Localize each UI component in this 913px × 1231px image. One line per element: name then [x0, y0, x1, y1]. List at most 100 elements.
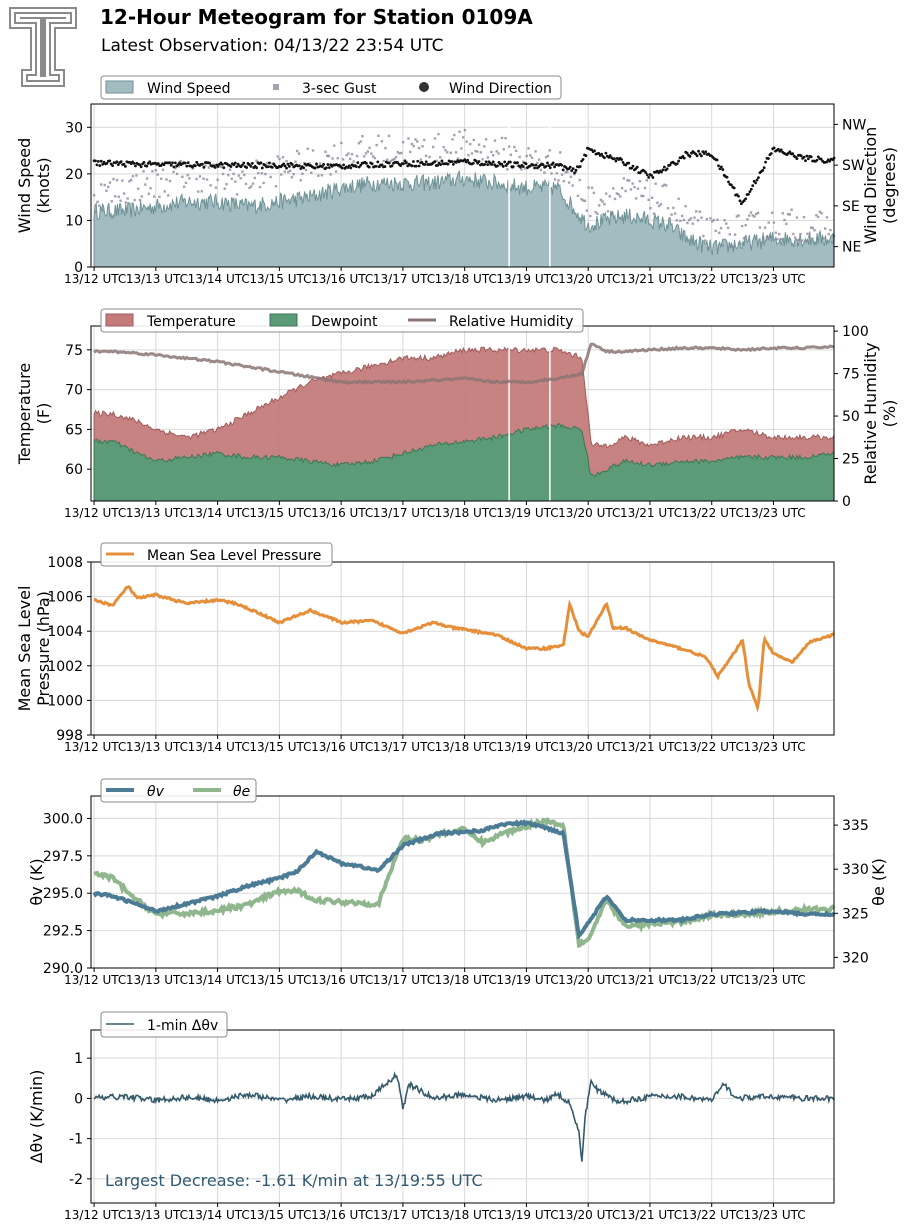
gust-point [237, 174, 241, 177]
x-tick-label: 13/14 UTC [188, 973, 250, 987]
wind-direction-point [374, 164, 378, 168]
wind-direction-point [201, 162, 204, 166]
wind-direction-point [496, 164, 499, 168]
legend-box [100, 778, 257, 803]
wind-direction-point [531, 163, 535, 167]
gust-point [700, 216, 703, 219]
x-tick-label: 13/12 UTC [64, 973, 126, 987]
wind-direction-point [547, 164, 551, 167]
x-tick-label: 13/12 UTC [64, 740, 126, 754]
wind-direction-point [96, 160, 100, 163]
gust-point [689, 217, 693, 220]
wind-direction-point [524, 162, 528, 166]
gust-point [340, 141, 343, 145]
wind-direction-point [145, 164, 149, 168]
gust-point [783, 218, 786, 222]
gust-point [341, 158, 345, 161]
x-tick-label: 13/21 UTC [620, 1208, 682, 1222]
gust-point [467, 153, 470, 157]
legend-label-pressure: Mean Sea Level Pressure [147, 548, 321, 564]
gust-point [627, 179, 631, 182]
gust-point [352, 160, 355, 163]
gust-point [310, 171, 313, 175]
gust-point [544, 155, 548, 159]
wind-speed-area [93, 169, 835, 268]
wind-direction-point [521, 165, 525, 168]
wind-direction-point [450, 160, 454, 163]
wind-direction-point [302, 166, 306, 170]
wind-direction-point [285, 166, 288, 170]
gust-point [260, 172, 264, 175]
gust-point [578, 178, 581, 182]
gust-point [403, 162, 407, 165]
gust-point [207, 166, 211, 169]
gust-point [529, 154, 532, 157]
wind-direction-point [380, 163, 384, 167]
gust-point [823, 227, 827, 230]
gust-point [228, 168, 232, 171]
x-tick-label: 13/22 UTC [682, 1208, 744, 1222]
wind-direction-point [349, 166, 353, 170]
gust-point [829, 228, 832, 232]
gust-point [555, 172, 558, 175]
gust-point [497, 152, 500, 155]
x-tick-label: 13/14 UTC [188, 272, 250, 286]
wind-direction-point [436, 163, 440, 167]
wind-direction-point [546, 161, 549, 165]
gust-point [393, 157, 396, 161]
gust-point [677, 197, 680, 200]
gust-point [698, 210, 701, 213]
gust-point [790, 208, 793, 211]
gust-point [744, 223, 747, 227]
wind-direction-point [266, 165, 270, 169]
wind-direction-point [501, 165, 505, 168]
wind-direction-point [216, 165, 220, 168]
y-tick-label: -1 [69, 1132, 83, 1148]
wind-direction-point [260, 166, 264, 170]
gust-point [371, 155, 375, 158]
wind-direction-point [553, 165, 556, 169]
wind-direction-point [500, 162, 504, 166]
x-tick-label: 13/23 UTC [743, 1208, 805, 1222]
wind-direction-point [148, 160, 152, 164]
gust-point [804, 240, 807, 243]
wind-direction-point [340, 166, 344, 170]
gust-point [543, 171, 546, 174]
wind-direction-point [412, 160, 415, 163]
gust-point [650, 196, 654, 199]
gust-point [564, 171, 567, 174]
wind-direction-point [541, 163, 545, 167]
y-tick-label: 1004 [47, 624, 83, 640]
gust-point [809, 226, 813, 229]
y-axis-label-line: (F) [34, 403, 53, 425]
gust-point [159, 177, 163, 180]
dtheta-line [93, 1071, 835, 1162]
gust-point [776, 238, 779, 241]
gust-point [444, 148, 447, 152]
gust-point [154, 169, 158, 172]
wind-direction-point [665, 167, 669, 171]
y-tick-label: 0 [74, 1091, 83, 1107]
gust-point [493, 139, 497, 142]
gust-point [657, 204, 661, 208]
gust-point [324, 150, 327, 154]
legend-label-gust: 3-sec Gust [302, 81, 377, 97]
wind-direction-point [370, 162, 374, 166]
gust-point [749, 211, 753, 214]
legend-label-direction: Wind Direction [449, 81, 552, 97]
wind-direction-point [326, 163, 330, 166]
gust-point [128, 180, 131, 183]
gust-point [511, 166, 514, 170]
wind-direction-point [761, 169, 765, 172]
gust-point [274, 184, 278, 188]
x-tick-label: 13/13 UTC [126, 506, 188, 520]
gust-point [389, 159, 392, 163]
wind-direction-point [451, 162, 455, 166]
gust-point [216, 178, 219, 182]
wind-direction-point [805, 154, 809, 158]
gust-point [446, 151, 449, 154]
wind-direction-point [186, 161, 190, 165]
wind-direction-point [235, 165, 239, 169]
gust-point [590, 186, 594, 190]
y-tick-label-right: 75 [842, 367, 860, 383]
